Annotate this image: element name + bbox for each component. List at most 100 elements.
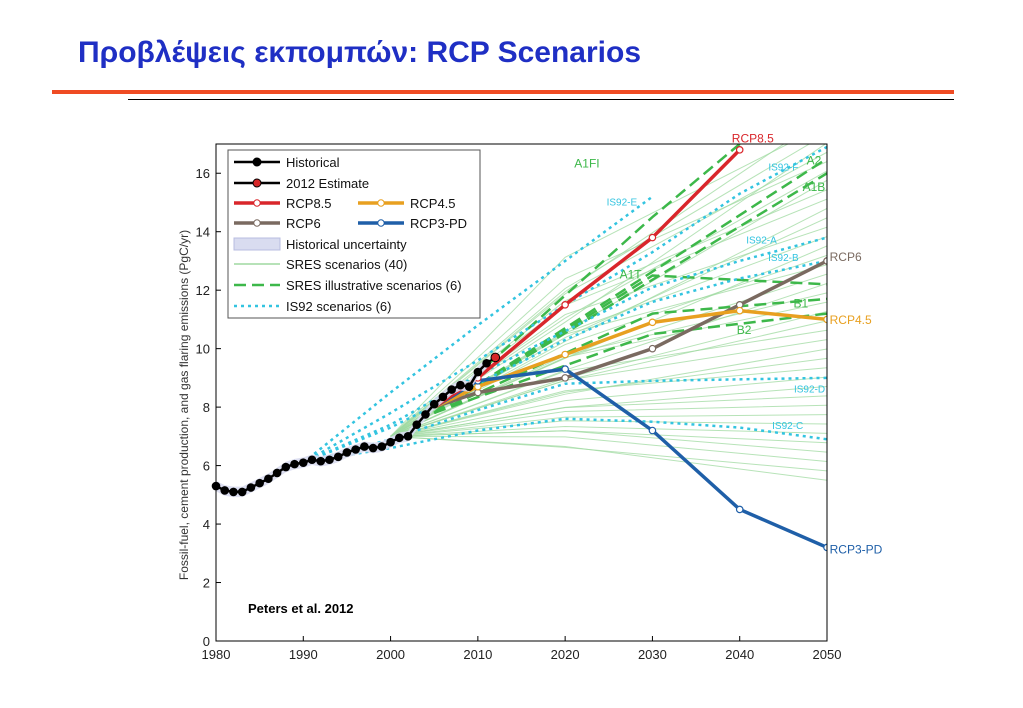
- rcp3pd-line: [433, 367, 827, 550]
- line-label: IS92-F: [768, 162, 798, 173]
- historical-point: [386, 437, 395, 447]
- sres-scenario-line: [390, 348, 827, 437]
- rcp45-point: [735, 306, 744, 315]
- legend-label: RCP4.5: [410, 196, 456, 211]
- line-label: RCP8.5: [732, 132, 774, 146]
- is92-line: [303, 417, 827, 464]
- line-label: IS92-C: [772, 421, 803, 432]
- line-label: A2: [807, 153, 822, 167]
- legend-label: SRES scenarios (40): [286, 257, 407, 272]
- legend-label: SRES illustrative scenarios (6): [286, 278, 462, 293]
- is92-line: [302, 145, 827, 464]
- historical-point: [325, 455, 334, 465]
- line-label: A1FI: [574, 156, 599, 170]
- line-label: B1: [793, 297, 808, 311]
- y-tick-label: 14: [196, 225, 210, 240]
- legend-box: [227, 149, 481, 319]
- legend-label: RCP8.5: [286, 196, 332, 211]
- rcp3pd-point: [648, 426, 657, 435]
- y-tick-label: 8: [203, 400, 210, 415]
- x-tick-label: 1980: [202, 647, 231, 662]
- historical-point: [290, 459, 299, 469]
- historical-point: [333, 452, 343, 462]
- y-tick-label: 12: [196, 283, 210, 298]
- title-underline-red: [52, 90, 954, 94]
- line-label: IS92-E: [607, 197, 638, 208]
- line-label: RCP6: [830, 250, 862, 264]
- sres-scenario-line: [390, 161, 827, 437]
- historical-point: [246, 483, 256, 492]
- line-label: A1T: [620, 267, 643, 281]
- title-underline-black: [128, 99, 954, 100]
- y-tick-label: 10: [196, 342, 210, 357]
- historical-point: [307, 455, 317, 465]
- legend-swatch-marker: [252, 157, 262, 167]
- sres-scenario-line: [390, 376, 827, 437]
- is92-lines: [302, 145, 827, 464]
- y-tick-label: 6: [203, 459, 210, 474]
- legend-swatch-band: [233, 237, 281, 251]
- chart-axes: 1980 1990 2000 2010 2020 2030 2040 2050 0 2 4 6 8 10 1…: [196, 143, 842, 662]
- historical-point: [237, 487, 247, 497]
- sres-scenario-line: [390, 404, 827, 437]
- sres-scenario-line: [390, 386, 827, 437]
- estimate-point: [490, 352, 501, 363]
- legend-swatch-marker: [252, 178, 262, 188]
- historical-point: [220, 486, 230, 495]
- historical-point: [298, 458, 308, 467]
- y-tick-label: 4: [203, 517, 210, 532]
- legend-label: 2012 Estimate: [286, 176, 369, 191]
- sres-scenario-line: [390, 208, 827, 437]
- historical-point: [429, 399, 439, 409]
- historical-point: [473, 367, 483, 377]
- line-label: B2: [737, 323, 752, 337]
- historical-point: [255, 478, 264, 488]
- rcp45-point: [648, 318, 657, 327]
- rcp6-point: [561, 374, 569, 382]
- historical-point: [412, 420, 422, 429]
- x-tick-label: 1990: [289, 647, 318, 662]
- is92-line: [302, 195, 654, 464]
- rcp6-line: [433, 259, 827, 409]
- legend-swatch-marker: [253, 219, 261, 227]
- historical-point: [342, 448, 352, 457]
- rcp45-point: [561, 350, 569, 359]
- y-tick-label: 0: [203, 634, 210, 649]
- sres-illustrative-line: [433, 274, 827, 415]
- legend-swatch-marker: [253, 199, 261, 207]
- legend-swatch-marker: [377, 199, 385, 207]
- sres-scenario-line: [390, 435, 827, 472]
- y-axis-label: Fossil-fuel, cement production, and gas …: [177, 230, 191, 580]
- historical-point: [316, 456, 326, 466]
- rcp3pd-point: [735, 505, 744, 514]
- rcp6-point: [648, 344, 657, 353]
- sres-scenario-line: [390, 420, 827, 437]
- historical-point: [456, 380, 465, 390]
- sres-illustrative-line: [433, 144, 741, 414]
- is92-line: [302, 376, 827, 464]
- rcp3pd-point: [561, 365, 569, 373]
- historical-point: [368, 443, 378, 453]
- rcp85-point: [735, 146, 744, 154]
- chart-line-labels: RCP8.5 RCP6 RCP4.5 RCP3-PD A1FI A2 A1B A1T B1 B2 I…: [574, 132, 882, 557]
- line-label: A1B: [803, 180, 826, 194]
- rcp85-point: [561, 300, 569, 309]
- plot-frame: [215, 143, 828, 642]
- legend-label: Historical: [286, 155, 340, 170]
- line-label: RCP3-PD: [830, 542, 883, 556]
- sres-illustrative-line: [433, 297, 827, 415]
- legend-label: IS92 scenarios (6): [286, 299, 392, 314]
- sres-scenario-line: [390, 254, 827, 437]
- historical-point: [281, 462, 291, 472]
- chart-legend: Historical 2012 Estimate RCP8.5 RCP4.5 RCP6 R…: [227, 149, 481, 319]
- historical-series: [211, 352, 501, 498]
- line-label: IS92-D: [794, 385, 825, 396]
- legend-label: Historical uncertainty: [286, 237, 407, 252]
- is92-line: [302, 259, 827, 464]
- sres-scenario-line: [390, 357, 827, 437]
- x-tick-label: 2050: [813, 647, 842, 662]
- historical-point: [351, 445, 360, 454]
- historical-point: [447, 385, 456, 394]
- historical-point: [229, 487, 238, 497]
- x-tick-label: 2040: [725, 647, 754, 662]
